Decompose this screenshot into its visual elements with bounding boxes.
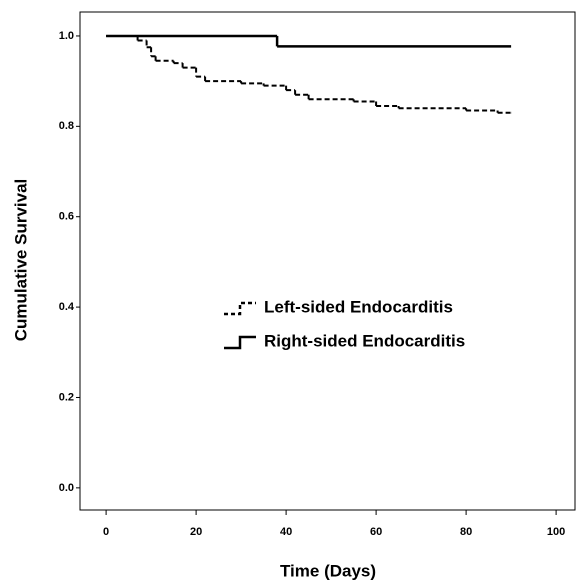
y-tick-label: 0.0 <box>59 482 74 494</box>
x-tick-label: 80 <box>460 526 472 538</box>
y-axis-title: Cumulative Survival <box>11 179 30 342</box>
y-tick-label: 0.6 <box>59 211 74 223</box>
x-tick-label: 0 <box>103 526 109 538</box>
legend-label: Right-sided Endocarditis <box>264 331 465 350</box>
y-tick-label: 1.0 <box>59 30 74 42</box>
legend-symbol <box>224 335 256 350</box>
y-tick-label: 0.8 <box>59 120 74 132</box>
legend-label: Left-sided Endocarditis <box>264 297 453 316</box>
y-tick-label: 0.4 <box>59 301 75 313</box>
x-tick-label: 60 <box>370 526 382 538</box>
legend-symbol <box>224 301 256 316</box>
x-tick-label: 20 <box>190 526 202 538</box>
x-tick-label: 40 <box>280 526 292 538</box>
y-tick-label: 0.2 <box>59 391 74 403</box>
x-tick-label: 100 <box>547 526 565 538</box>
x-axis-title: Time (Days) <box>280 561 376 580</box>
plot-frame <box>79 11 576 511</box>
